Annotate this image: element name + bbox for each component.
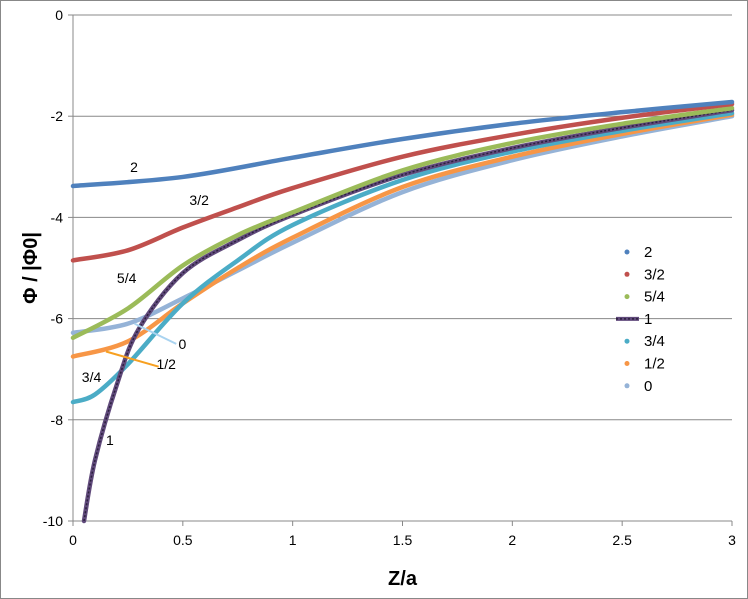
legend-marker <box>624 294 630 300</box>
leader-line-1-2 <box>105 350 159 368</box>
annotation-label: 3/2 <box>189 192 209 208</box>
series-line-5-4 <box>70 105 735 341</box>
legend-marker <box>624 361 630 366</box>
y-tick-label: 0 <box>55 7 63 23</box>
annotation-label: 1 <box>106 432 114 448</box>
annotation-label: 2 <box>130 159 138 175</box>
x-tick-label: 2 <box>508 532 516 548</box>
legend-label: 1 <box>644 311 652 328</box>
annotation-label: 5/4 <box>117 270 137 286</box>
series-line-2 <box>70 99 735 189</box>
x-tick-label: 1 <box>289 532 297 548</box>
legend-label: 0 <box>644 378 652 395</box>
y-tick-label: -10 <box>43 513 63 529</box>
legend-label: 2 <box>644 244 652 261</box>
annotation-label: 0 <box>178 336 186 352</box>
series-line-1 <box>81 107 735 524</box>
y-tick-label: -8 <box>51 412 64 428</box>
legend-label: 1/2 <box>644 356 665 373</box>
series-line-1-2 <box>70 112 735 359</box>
series-line-3-2 <box>70 101 735 263</box>
legend-label: 5/4 <box>644 289 665 306</box>
legend-marker <box>624 338 630 344</box>
y-tick-label: -4 <box>51 209 64 225</box>
leader-line-0 <box>134 322 177 345</box>
annotation-label: 3/4 <box>82 369 102 385</box>
legend-label: 3/2 <box>644 266 665 283</box>
legend-marker <box>624 383 630 389</box>
annotation-label: 1/2 <box>156 356 176 372</box>
y-tick-label: -2 <box>51 108 64 124</box>
legend-label: 3/4 <box>644 333 665 350</box>
x-tick-label: 3 <box>728 532 736 548</box>
series-line-1-dash <box>83 109 733 522</box>
x-tick-label: 2.5 <box>612 532 632 548</box>
legend-marker <box>624 271 630 277</box>
legend-marker <box>624 249 630 255</box>
x-tick-label: 1.5 <box>393 532 413 548</box>
x-tick-label: 0 <box>69 532 77 548</box>
series-line-0 <box>70 113 735 336</box>
y-tick-label: -6 <box>51 311 64 327</box>
x-axis-label: Z/a <box>388 568 418 590</box>
x-tick-label: 0.5 <box>173 532 193 548</box>
y-axis-label: Φ / |Φ0| <box>20 232 42 304</box>
